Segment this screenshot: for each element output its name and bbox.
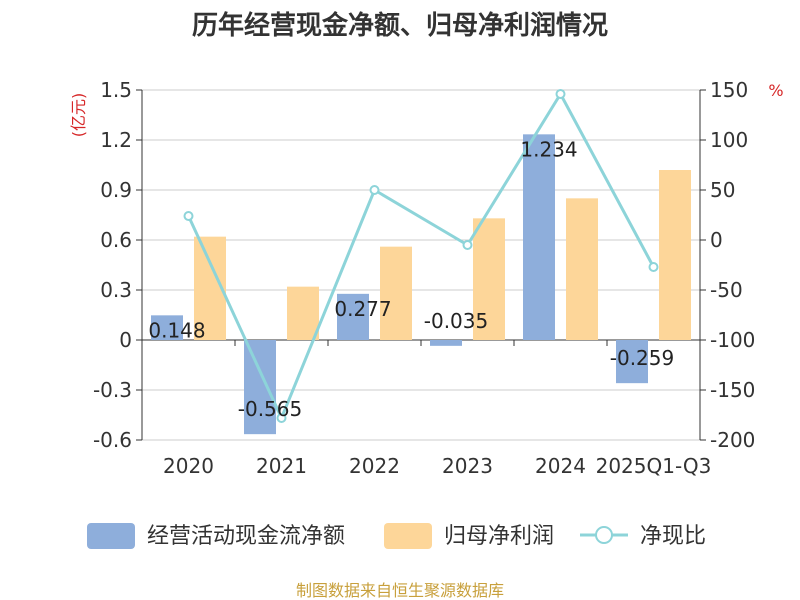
cashflow-bar: [523, 134, 555, 340]
ratio-point: [648, 262, 659, 272]
x-tick-label: 2023: [442, 454, 493, 478]
legend-label: 净现比: [640, 524, 706, 549]
legend: 经营活动现金流净额 归母净利润 净现比: [87, 523, 706, 549]
chart-title: 历年经营现金净额、归母净利润情况: [192, 10, 608, 41]
right-tick-label: -200: [710, 428, 755, 452]
x-axis: 2020 2021 2022 2023 2024 2025Q1-Q3: [163, 340, 711, 478]
ratio-point: [555, 89, 566, 99]
cashflow-bar: [430, 340, 462, 346]
cashflow-bar: [337, 293, 369, 340]
x-tick-label: 2022: [349, 454, 400, 478]
right-tick-label: -50: [710, 278, 743, 302]
right-tick-label: 100: [710, 128, 748, 152]
x-tick-label: 2021: [256, 454, 307, 478]
right-tick-label: 50: [710, 178, 735, 202]
profit-bar: [566, 198, 598, 340]
cashflow-bar: [616, 340, 648, 384]
legend-label: 归母净利润: [444, 524, 554, 549]
legend-marker: [595, 526, 613, 544]
right-tick-label: 150: [710, 78, 748, 102]
ratio-point: [183, 211, 194, 221]
left-tick-label: -0.3: [93, 378, 132, 402]
ratio-line: [183, 89, 659, 423]
right-axis-unit: %: [768, 81, 783, 100]
right-tick-label: 0: [710, 228, 723, 252]
ratio-point: [462, 240, 473, 250]
left-tick-label: 0.3: [100, 278, 132, 302]
data-labels: 0.148 -0.565 0.277 -0.035 1.234 -0.259: [148, 137, 674, 421]
cashflow-data-label: -0.259: [610, 346, 674, 370]
left-tick-label: 0.9: [100, 178, 132, 202]
profit-bar: [473, 218, 505, 340]
ratio-line-path: [187, 90, 655, 422]
legend-swatch: [384, 523, 432, 549]
x-tick-label: 2020: [163, 454, 214, 478]
cashflow-data-label: 0.277: [334, 297, 391, 321]
ratio-point: [276, 413, 287, 423]
x-tick-label: 2025Q1-Q3: [596, 454, 712, 478]
bars: [151, 134, 691, 435]
legend-swatch: [87, 523, 135, 549]
source-note: 制图数据来自恒生聚源数据库: [296, 581, 504, 600]
left-tick-label: 0: [119, 328, 132, 352]
profit-bar: [287, 286, 319, 340]
left-tick-label: 1.2: [100, 128, 132, 152]
cashflow-bar: [151, 315, 183, 340]
ratio-point: [369, 185, 380, 195]
profit-bar: [659, 170, 691, 340]
right-tick-label: -100: [710, 328, 755, 352]
left-axis: -0.6 -0.3 0 0.3 0.6 0.9 1.2 1.5 (亿元): [69, 78, 142, 452]
left-axis-unit: (亿元): [69, 93, 88, 138]
cashflow-data-label: -0.035: [424, 309, 488, 333]
x-tick-label: 2024: [535, 454, 586, 478]
left-tick-label: -0.6: [93, 428, 132, 452]
left-tick-label: 1.5: [100, 78, 132, 102]
cashflow-data-label: 1.234: [520, 137, 577, 161]
cashflow-data-label: -0.565: [238, 397, 302, 421]
left-tick-label: 0.6: [100, 228, 132, 252]
cashflow-data-label: 0.148: [148, 318, 205, 342]
right-axis: -200 -150 -100 -50 0 50 100 150%: [700, 78, 784, 452]
legend-label: 经营活动现金流净额: [147, 524, 345, 549]
cashflow-bar: [244, 340, 276, 435]
right-tick-label: -150: [710, 378, 755, 402]
profit-bar: [380, 246, 412, 340]
